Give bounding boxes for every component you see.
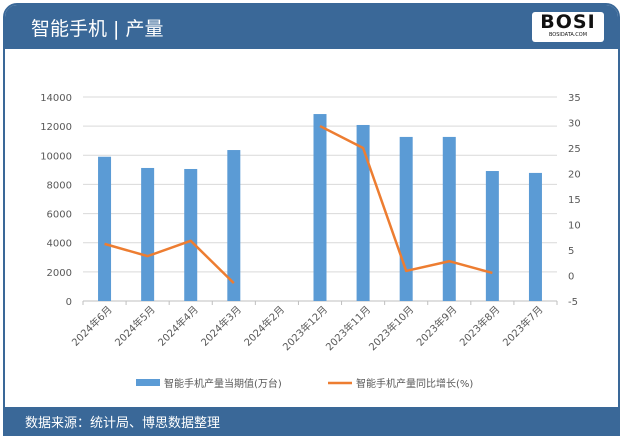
x-tick-label: 2023年8月 [457, 303, 503, 349]
x-tick-label: 2023年7月 [500, 303, 546, 349]
bar [399, 136, 413, 301]
y-right-tick-label: 0 [568, 272, 574, 283]
x-tick-label: 2023年12月 [280, 303, 330, 353]
bar [141, 167, 155, 301]
y-left-tick-label: 12000 [40, 122, 72, 133]
y-left-tick-label: 0 [66, 297, 72, 308]
y-left-tick-label: 10000 [40, 151, 72, 162]
bar [442, 136, 456, 301]
y-right-tick-label: 20 [568, 170, 581, 181]
footer-bar: 数据来源：统计局、博思数据整理 [5, 407, 618, 434]
header-bar: 智能手机 | 产量 BOSI BOSIDATA.COM [5, 5, 618, 49]
y-left-tick-label: 2000 [47, 268, 72, 279]
bosi-logo: BOSI BOSIDATA.COM [532, 12, 604, 42]
bar [98, 156, 112, 301]
legend-bar-label: 智能手机产量当期值(万台) [164, 377, 282, 390]
x-tick-label: 2024年2月 [241, 303, 287, 349]
growth-line [319, 124, 493, 275]
x-tick-label: 2024年6月 [69, 303, 115, 349]
y-right-tick-label: 35 [568, 93, 581, 104]
bar [313, 114, 327, 301]
y-left-tick-label: 14000 [40, 93, 72, 104]
logo-subtext: BOSIDATA.COM [548, 32, 588, 38]
legend-line-label: 智能手机产量同比增长(%) [356, 377, 473, 390]
logo-text: BOSI [540, 11, 596, 33]
x-tick-label: 2023年10月 [366, 303, 416, 353]
y-right-tick-label: 15 [568, 195, 581, 206]
bar [184, 168, 198, 301]
bar [356, 124, 370, 301]
y-right-tick-label: 30 [568, 119, 581, 130]
x-tick-label: 2024年3月 [198, 303, 244, 349]
y-left-tick-label: 4000 [47, 239, 72, 250]
y-right-tick-label: 25 [568, 144, 581, 155]
x-tick-label: 2024年4月 [155, 303, 201, 349]
bar [528, 172, 542, 301]
y-right-tick-label: 10 [568, 221, 581, 232]
y-left-tick-label: 6000 [47, 210, 72, 221]
x-tick-label: 2024年5月 [112, 303, 158, 349]
x-tick-label: 2023年11月 [323, 303, 373, 353]
legend-bar-swatch [136, 379, 160, 386]
page-title: 智能手机 | 产量 [31, 18, 164, 40]
bar [485, 171, 499, 301]
x-tick-label: 2023年9月 [414, 303, 460, 349]
y-right-tick-label: 5 [568, 246, 574, 257]
growth-line [104, 239, 235, 285]
bar [227, 150, 241, 301]
y-right-tick-label: -5 [568, 297, 578, 308]
y-left-tick-label: 8000 [47, 180, 72, 191]
data-source: 数据来源：统计局、博思数据整理 [25, 416, 221, 431]
